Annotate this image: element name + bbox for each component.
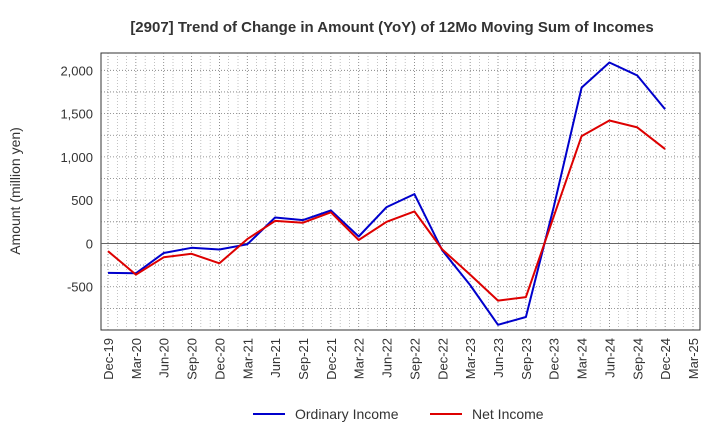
x-tick-label: Sep-21 [296,338,311,380]
legend-label: Net Income [472,406,544,422]
x-axis-ticks: Dec-19 Mar-20 Jun-20 Sep-20 Dec-20 Mar-21 Jun-… [101,338,701,380]
x-tick-label: Dec-20 [212,338,227,380]
x-tick-label: Jun-23 [491,338,506,378]
x-tick-label: Dec-22 [435,338,450,380]
x-tick-label: Mar-23 [463,338,478,379]
series-line-net-income [107,119,666,302]
x-tick-label: Mar-21 [240,338,255,379]
x-tick-label: Mar-20 [129,338,144,379]
y-axis-ticks: -500 0 500 1,000 1,500 2,000 [60,63,93,294]
y-tick-label: 0 [86,236,93,251]
grid [101,53,700,330]
x-tick-label: Jun-24 [602,338,617,378]
x-tick-label: Dec-24 [658,338,673,380]
x-tick-label: Dec-23 [547,338,562,380]
x-tick-label: Sep-22 [407,338,422,380]
y-tick-label: 500 [71,193,93,208]
y-tick-label: 1,500 [60,107,93,122]
chart-title: [2907] Trend of Change in Amount (YoY) o… [130,19,653,36]
x-tick-label: Mar-24 [575,338,590,379]
y-tick-label: -500 [67,280,93,295]
x-tick-label: Jun-20 [157,338,172,378]
x-tick-label: Jun-21 [268,338,283,378]
x-tick-label: Dec-19 [101,338,116,380]
y-axis-label: Amount (million yen) [7,127,23,255]
x-tick-label: Sep-23 [519,338,534,380]
y-tick-label: 2,000 [60,63,93,78]
x-tick-label: Sep-24 [630,338,645,380]
series-lines [107,61,666,326]
x-tick-label: Mar-22 [352,338,367,379]
y-tick-label: 1,000 [60,150,93,165]
x-tick-label: Dec-21 [324,338,339,380]
legend: Ordinary Income Net Income [253,406,544,422]
legend-label: Ordinary Income [295,406,399,422]
series-line-ordinary-income [107,61,666,326]
x-tick-label: Mar-25 [686,338,701,379]
plot-frame [100,52,701,331]
plot-area [100,52,701,331]
x-tick-label: Jun-22 [380,338,395,378]
x-tick-label: Sep-20 [185,338,200,380]
